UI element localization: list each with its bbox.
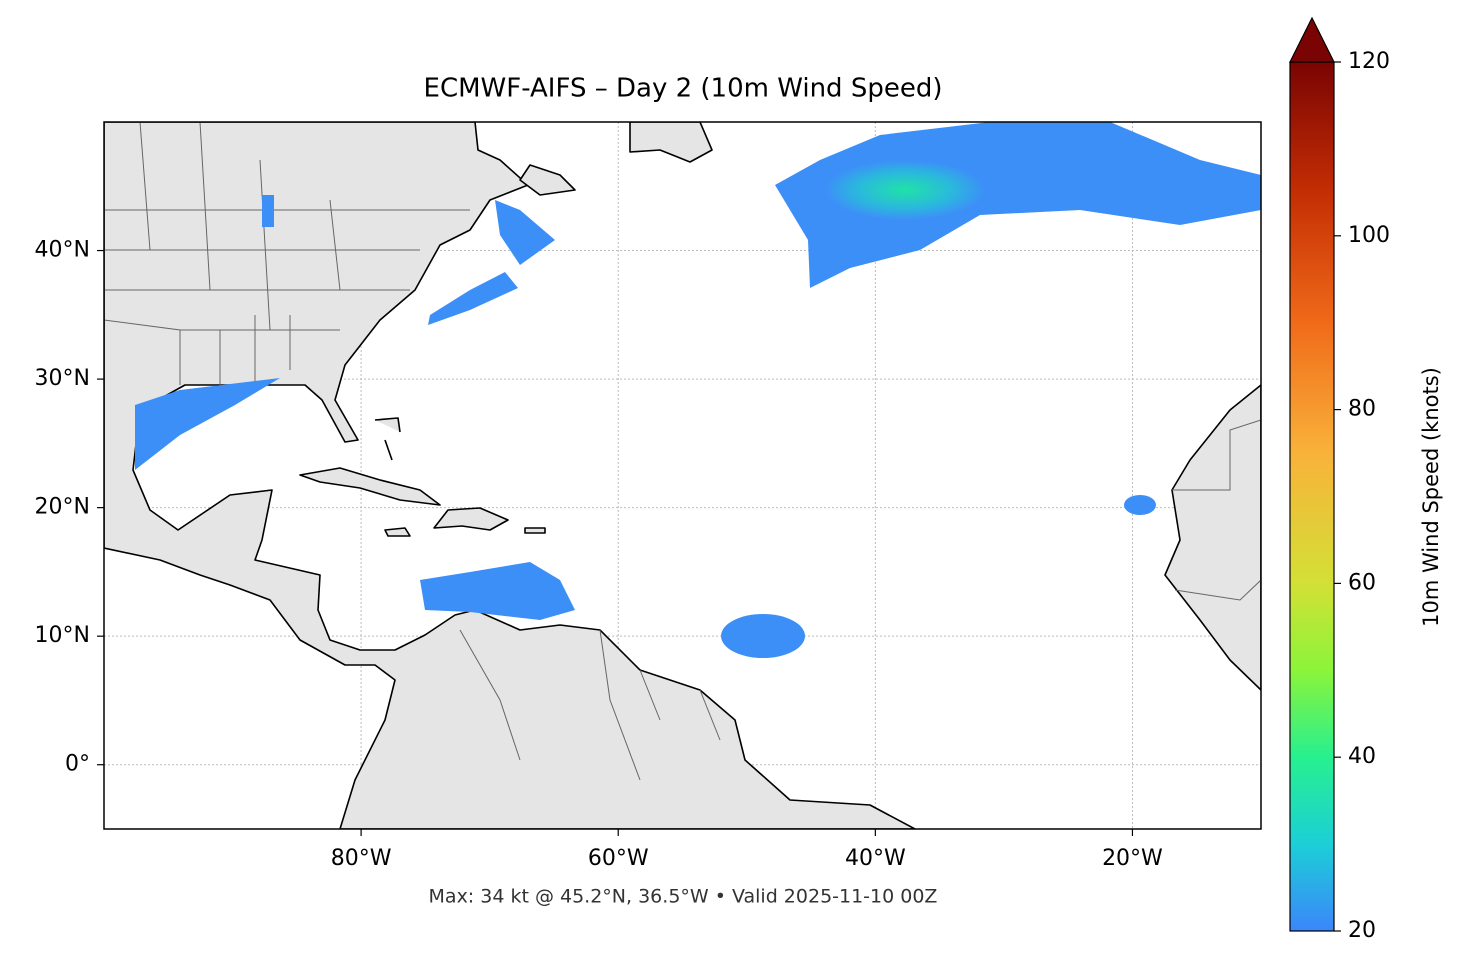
map-area bbox=[104, 122, 1261, 829]
colorbar-tick-label: 40 bbox=[1348, 744, 1376, 769]
x-tick-label: 80°W bbox=[331, 846, 392, 871]
colorbar-extend bbox=[1289, 16, 1335, 63]
wind-area bbox=[495, 200, 555, 265]
country-borders bbox=[459, 419, 1261, 781]
wind-area bbox=[1124, 495, 1156, 515]
y-tick-label: 10°N bbox=[35, 623, 90, 648]
americas bbox=[104, 122, 916, 829]
y-tick-label: 20°N bbox=[35, 495, 90, 520]
colorbar bbox=[1289, 61, 1335, 932]
colorbar-tick-label: 20 bbox=[1348, 918, 1376, 943]
x-tick-label: 20°W bbox=[1102, 846, 1163, 871]
colorbar-tick-label: 80 bbox=[1348, 397, 1376, 422]
map-frame bbox=[103, 121, 1262, 830]
wind-area bbox=[135, 378, 280, 470]
colorbar-tick-label: 120 bbox=[1348, 49, 1390, 74]
map-title: ECMWF-AIFS – Day 2 (10m Wind Speed) bbox=[424, 74, 943, 104]
y-tick-label: 30°N bbox=[35, 366, 90, 391]
x-tick-label: 60°W bbox=[588, 846, 649, 871]
y-tick-label: 0° bbox=[65, 752, 90, 777]
newfoundland bbox=[629, 122, 713, 163]
hispaniola bbox=[433, 507, 509, 531]
colorbar-tick-label: 60 bbox=[1348, 570, 1376, 595]
state-borders bbox=[104, 122, 470, 385]
cuba bbox=[299, 467, 441, 506]
colorbar-label: 10m Wind Speed (knots) bbox=[1419, 367, 1443, 627]
nova-scotia bbox=[519, 164, 576, 196]
y-tick-label: 40°N bbox=[35, 238, 90, 263]
africa bbox=[1164, 384, 1261, 691]
puerto-rico bbox=[524, 527, 546, 534]
wind-area bbox=[428, 272, 518, 325]
wind-area bbox=[721, 614, 805, 658]
wind-area bbox=[262, 195, 274, 227]
footer-note: Max: 34 kt @ 45.2°N, 36.5°W • Valid 2025… bbox=[429, 886, 938, 908]
wind-core bbox=[825, 160, 985, 220]
x-tick-label: 40°W bbox=[845, 846, 906, 871]
colorbar-tick-label: 100 bbox=[1348, 223, 1390, 248]
bahamas bbox=[374, 417, 401, 461]
jamaica bbox=[384, 527, 411, 537]
wind-area bbox=[420, 562, 575, 620]
